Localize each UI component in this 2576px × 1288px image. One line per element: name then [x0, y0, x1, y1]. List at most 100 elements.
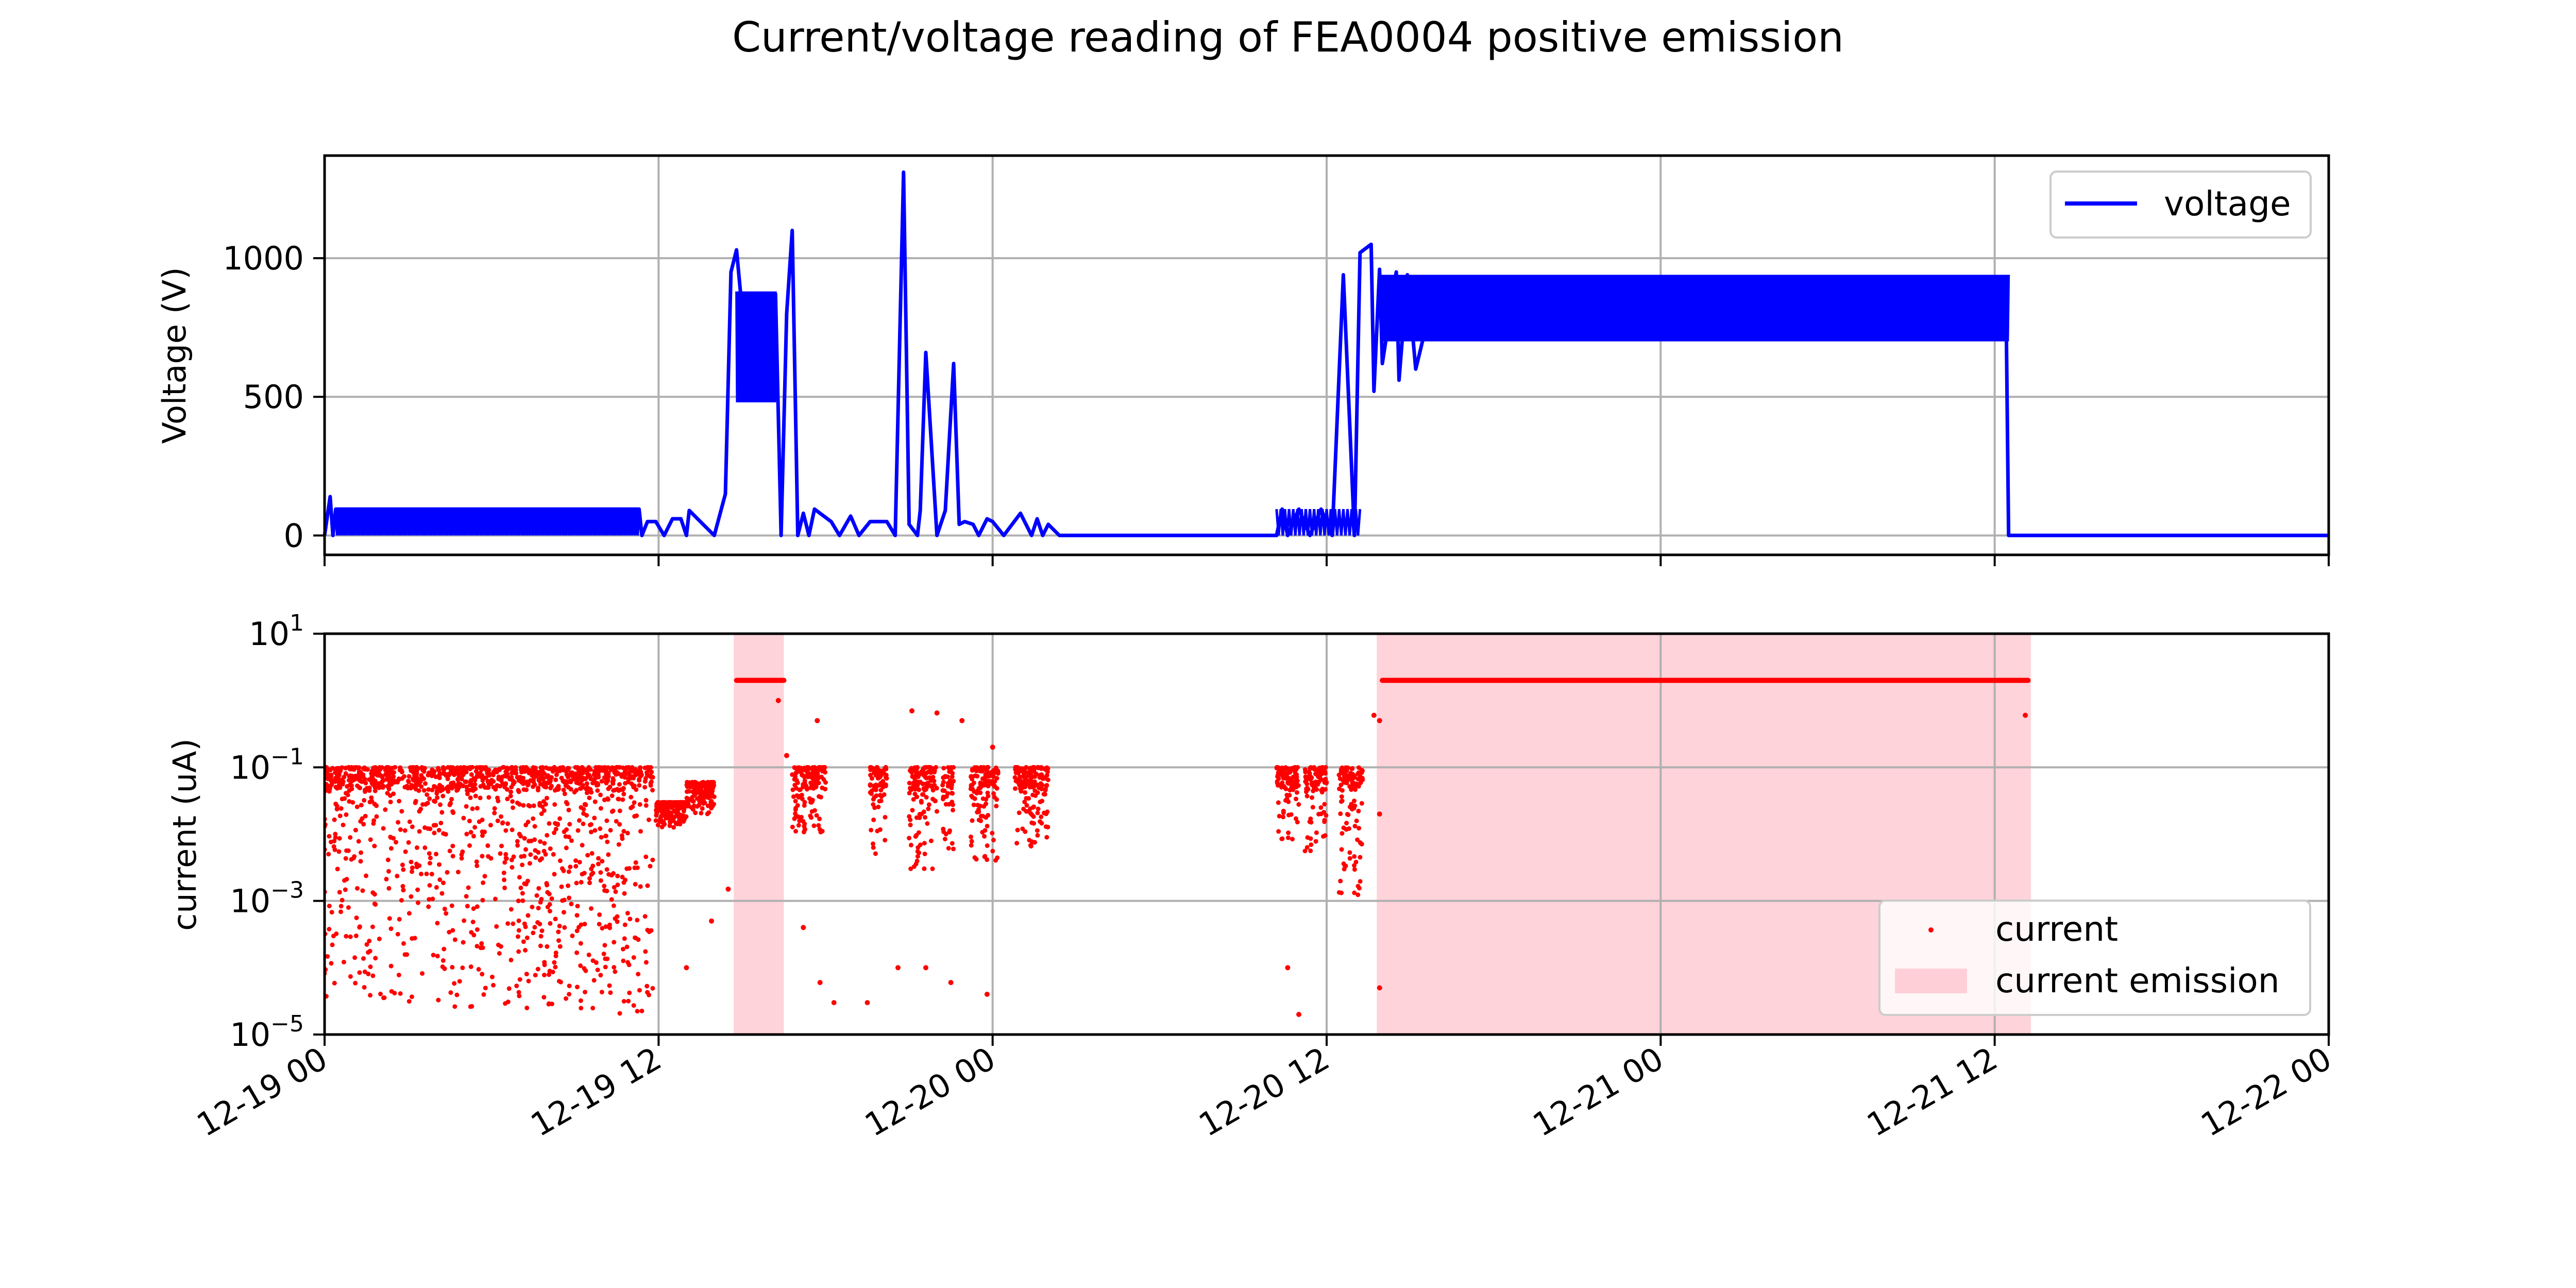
current-point: [972, 796, 977, 801]
current-point: [1281, 768, 1286, 773]
current-point: [516, 918, 521, 923]
current-y-tick-label: 10−5: [230, 1011, 304, 1054]
current-point: [453, 783, 459, 788]
current-point: [1316, 811, 1321, 817]
current-point: [804, 783, 809, 788]
current-point: [413, 800, 418, 805]
current-point: [1015, 777, 1020, 783]
current-point: [970, 787, 975, 792]
current-point: [571, 777, 576, 782]
current-point: [538, 934, 544, 939]
current-point: [879, 794, 884, 799]
current-point: [817, 980, 823, 986]
current-point: [387, 779, 392, 785]
current-point: [499, 814, 503, 819]
current-point: [383, 807, 388, 812]
current-point: [401, 888, 406, 893]
current-point: [502, 885, 507, 890]
current-point: [911, 797, 916, 802]
current-point: [1039, 786, 1044, 791]
current-point: [386, 869, 391, 874]
current-point: [508, 793, 513, 799]
current-point: [1339, 890, 1344, 895]
current-point: [872, 805, 877, 810]
current-point: [883, 783, 888, 788]
current-point: [328, 839, 333, 844]
current-point: [503, 856, 509, 861]
current-point: [926, 806, 931, 811]
current-point: [356, 839, 361, 844]
current-point: [521, 803, 526, 808]
current-point: [470, 806, 475, 811]
current-point: [1028, 843, 1033, 848]
current-point: [1031, 768, 1036, 772]
current-point: [445, 870, 450, 875]
current-point: [800, 796, 805, 802]
current-point: [1377, 811, 1382, 817]
current-point: [643, 854, 649, 859]
current-point: [363, 814, 368, 819]
current-point: [655, 822, 660, 827]
current-y-axis-label: current (uA): [166, 738, 204, 930]
current-point: [346, 905, 351, 910]
current-point: [632, 814, 637, 819]
current-point: [474, 944, 480, 948]
current-point: [538, 900, 543, 905]
current-point: [945, 791, 951, 796]
current-point: [408, 786, 413, 791]
current-point: [1018, 774, 1023, 779]
current-point: [1310, 795, 1314, 800]
current-point: [1029, 775, 1034, 781]
current-point: [574, 880, 579, 886]
current-point: [426, 904, 431, 909]
current-point: [1353, 859, 1359, 865]
current-point: [1318, 777, 1324, 782]
current-point: [1044, 835, 1049, 840]
current-point: [1294, 790, 1299, 795]
current-point: [552, 830, 557, 835]
current-point: [361, 774, 366, 779]
current-point: [582, 922, 587, 927]
current-point: [1303, 770, 1308, 775]
current-point: [589, 790, 594, 795]
current-point: [409, 994, 414, 999]
x-tick-label: 12-21 00: [1527, 1040, 1670, 1144]
current-point: [461, 816, 466, 821]
current-point: [367, 788, 372, 793]
current-point: [488, 823, 493, 828]
current-point: [486, 781, 491, 786]
current-point: [1038, 781, 1043, 786]
current-point: [617, 1011, 622, 1016]
current-point: [511, 805, 515, 810]
current-point: [1281, 808, 1286, 814]
current-point: [1324, 813, 1329, 818]
current-point: [1338, 783, 1344, 788]
current-point: [975, 774, 980, 779]
current-point: [439, 891, 445, 896]
current-point: [559, 884, 564, 889]
current-point: [1304, 845, 1310, 850]
current-point: [472, 777, 478, 783]
current-point: [445, 784, 450, 789]
current-point: [597, 922, 602, 927]
current-point: [441, 771, 446, 776]
current-point: [570, 934, 575, 938]
current-point: [681, 808, 686, 814]
current-point: [650, 788, 655, 793]
current-point: [431, 823, 436, 828]
current-point: [815, 718, 820, 723]
current-point: [491, 982, 496, 988]
current-point: [332, 847, 337, 852]
current-point: [969, 774, 973, 779]
current-point: [357, 771, 362, 776]
current-point: [1044, 783, 1049, 788]
current-point: [574, 780, 579, 785]
x-tick-label: 12-19 00: [191, 1040, 334, 1144]
current-point: [1285, 771, 1290, 776]
current-point: [430, 896, 435, 902]
current-point: [697, 803, 702, 808]
current-point: [340, 897, 345, 903]
current-point: [820, 765, 825, 770]
current-point: [385, 774, 391, 779]
current-point: [466, 885, 471, 890]
